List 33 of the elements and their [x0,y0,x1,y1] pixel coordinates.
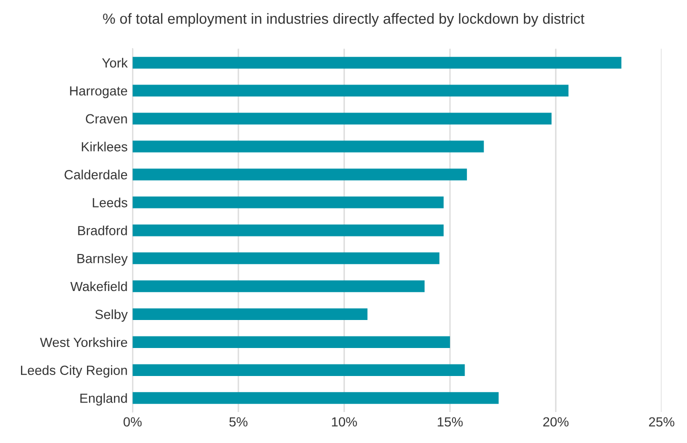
y-tick-label: Leeds [92,198,128,208]
y-tick-label: Leeds City Region [21,365,127,378]
bar [132,392,499,404]
x-tick-label: 15% [438,417,463,427]
bar [132,364,465,376]
y-tick-label: Barnsley [77,254,128,266]
y-tick-label: Kirklees [82,142,128,152]
y-tick-label: Calderdale [64,170,128,180]
bar [132,280,425,292]
x-tick-label: 20% [543,417,569,427]
y-tick-label: West Yorkshire [40,337,128,348]
bar [132,168,467,180]
y-tick-label: York [102,58,128,68]
x-tick-label: 10% [332,417,357,427]
y-tick-label: Craven [86,114,127,124]
bar [132,84,568,97]
y-tick-label: Bradford [78,226,127,236]
bar [132,196,444,208]
bar [132,308,368,320]
bar [132,336,450,348]
bar [132,112,552,124]
y-tick-label: England [80,393,127,406]
y-tick-label: Selby [95,309,128,322]
chart-title: % of total employment in industries directly affected by lockdown by district [103,13,584,27]
y-tick-label: Wakefield [70,281,127,292]
x-tick-label: 5% [229,417,248,427]
bar [132,224,444,236]
x-tick-label: 25% [649,417,674,427]
x-tick-label: 0% [124,417,142,427]
bar [132,252,440,264]
bar [132,140,484,152]
y-tick-label: Harrogate [70,86,128,98]
bar [132,56,622,69]
